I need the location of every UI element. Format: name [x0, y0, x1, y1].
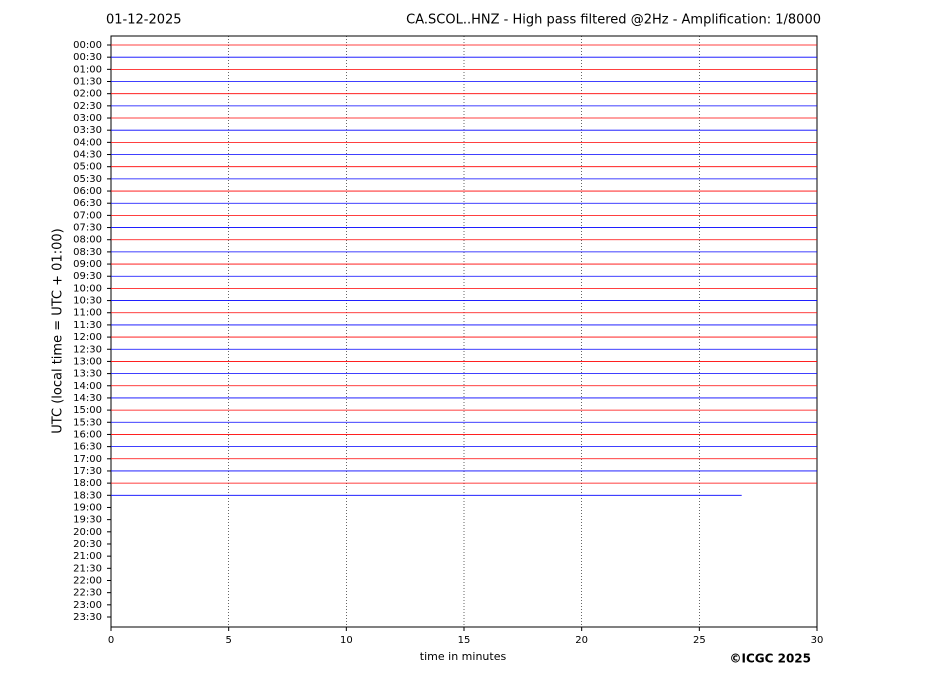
y-tick-label: 10:30: [73, 296, 102, 307]
y-tick-label: 21:00: [73, 551, 102, 562]
y-tick-label: 14:00: [73, 381, 102, 392]
y-tick-label: 05:30: [73, 174, 102, 185]
y-tick-label: 15:00: [73, 405, 102, 416]
y-tick-label: 20:30: [73, 539, 102, 550]
y-tick-label: 06:30: [73, 198, 102, 209]
y-tick-label: 21:30: [73, 563, 102, 574]
y-tick-label: 13:30: [73, 369, 102, 380]
chart-title: CA.SCOL..HNZ - High pass filtered @2Hz -…: [406, 13, 821, 28]
y-tick-label: 19:00: [73, 502, 102, 513]
y-tick-label: 11:00: [73, 308, 102, 319]
y-tick-label: 12:30: [73, 344, 102, 355]
y-tick-label: 17:30: [73, 466, 102, 477]
y-tick-label: 01:00: [73, 64, 102, 75]
y-tick-label: 11:30: [73, 320, 102, 331]
y-tick-label: 09:30: [73, 271, 102, 282]
y-tick-label: 06:00: [73, 186, 102, 197]
y-tick-label: 00:30: [73, 52, 102, 63]
y-tick-label: 07:00: [73, 210, 102, 221]
y-tick-label: 14:30: [73, 393, 102, 404]
x-tick-label: 15: [458, 635, 471, 646]
y-tick-label: 03:30: [73, 125, 102, 136]
y-tick-label: 22:00: [73, 575, 102, 586]
y-tick-label: 15:30: [73, 417, 102, 428]
x-tick-label: 5: [225, 635, 231, 646]
x-tick-label: 25: [693, 635, 706, 646]
y-tick-label: 18:30: [73, 490, 102, 501]
y-tick-label: 08:30: [73, 247, 102, 258]
y-tick-label: 18:00: [73, 478, 102, 489]
y-tick-label: 02:30: [73, 101, 102, 112]
y-tick-label: 17:00: [73, 454, 102, 465]
x-tick-label: 20: [575, 635, 588, 646]
y-axis-label: UTC (local time = UTC + 01:00): [51, 228, 66, 433]
y-tick-label: 07:30: [73, 223, 102, 234]
y-tick-label: 23:00: [73, 600, 102, 611]
x-tick-label: 10: [340, 635, 353, 646]
y-tick-label: 00:00: [73, 40, 102, 51]
x-tick-label: 0: [108, 635, 114, 646]
x-tick-label: 30: [811, 635, 824, 646]
x-axis-label: time in minutes: [420, 650, 507, 663]
y-tick-label: 20:00: [73, 527, 102, 538]
y-tick-label: 13:00: [73, 356, 102, 367]
y-tick-label: 05:00: [73, 162, 102, 173]
y-tick-label: 08:00: [73, 235, 102, 246]
y-tick-label: 02:00: [73, 89, 102, 100]
y-tick-label: 23:30: [73, 612, 102, 623]
y-tick-label: 19:30: [73, 515, 102, 526]
y-tick-label: 10:00: [73, 283, 102, 294]
y-tick-label: 01:30: [73, 77, 102, 88]
y-tick-label: 16:30: [73, 442, 102, 453]
date-title: 01-12-2025: [106, 13, 182, 28]
y-tick-label: 03:00: [73, 113, 102, 124]
y-tick-label: 09:00: [73, 259, 102, 270]
plot-frame: [110, 35, 818, 628]
credit: ©ICGC 2025: [729, 652, 811, 666]
y-tick-label: 22:30: [73, 588, 102, 599]
y-tick-label: 04:00: [73, 137, 102, 148]
y-tick-label: 04:30: [73, 150, 102, 161]
y-tick-label: 16:00: [73, 429, 102, 440]
y-tick-label: 12:00: [73, 332, 102, 343]
